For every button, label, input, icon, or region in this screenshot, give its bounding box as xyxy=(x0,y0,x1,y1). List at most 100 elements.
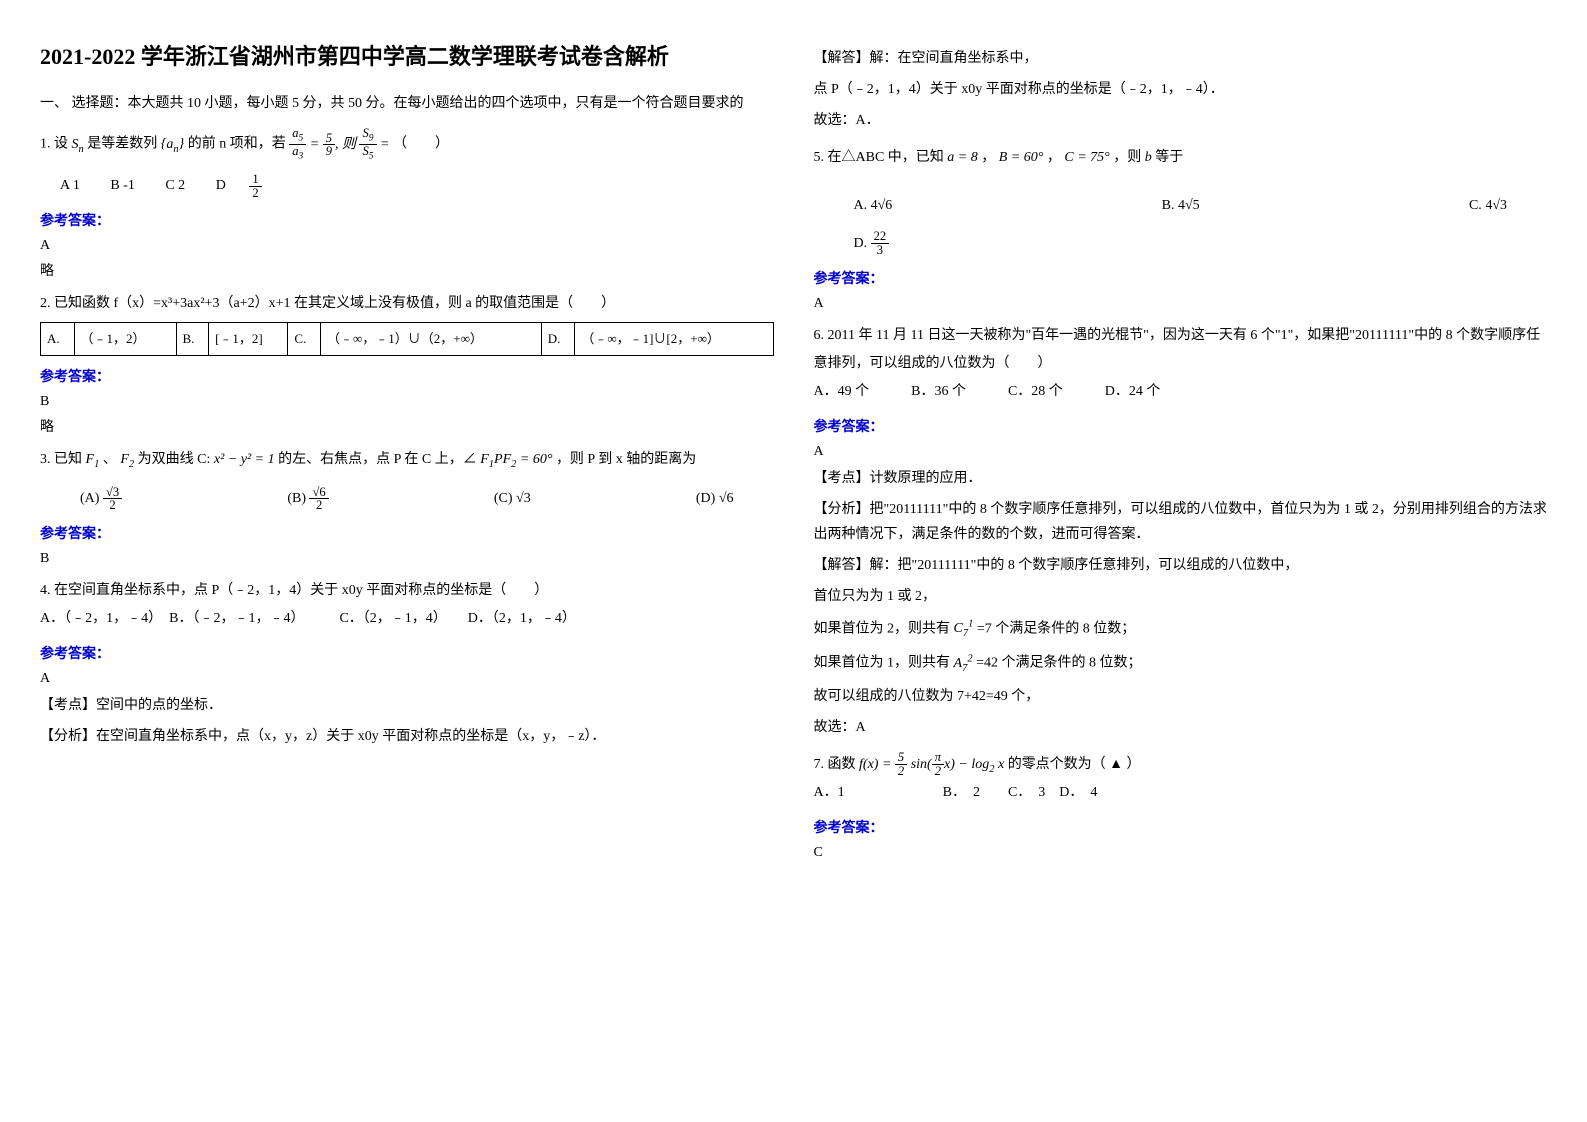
q6-text: 6. 2011 年 11 月 11 日这一天被称为"百年一遇的光棍节"，因为这一… xyxy=(814,322,1548,378)
q5-opt-d: D. 223 xyxy=(854,230,1548,258)
q4-answer: A xyxy=(40,671,774,687)
q3-f2: F2 xyxy=(120,452,134,467)
q5-mid1: ， xyxy=(981,150,995,165)
q6-jieda4: 如果首位为 1，则共有 A72 =42 个满足条件的 8 位数； xyxy=(814,650,1548,678)
q3-mid3: 的左、右焦点，点 P 在 C 上，∠ xyxy=(278,452,477,467)
q6-answer: A xyxy=(814,444,1548,460)
q3-end: ，则 P 到 x 轴的距离为 xyxy=(556,452,696,467)
q6-jieda1: 【解答】解：把"20111111"中的 8 个数字顺序任意排列，可以组成的八位数… xyxy=(814,553,1548,578)
q6-jieda5: 故可以组成的八位数为 7+42=49 个， xyxy=(814,684,1548,709)
q4-answer-label: 参考答案： xyxy=(40,643,774,663)
q1-answer: A xyxy=(40,238,774,254)
q4-opts: A．（﹣2，1，﹣4） B．（﹣2，﹣1，﹣4） C．（2，﹣1，4） D．（2… xyxy=(40,605,774,633)
q1-answer-label: 参考答案： xyxy=(40,210,774,230)
q5-b: B = 60° xyxy=(999,150,1044,165)
question-6: 6. 2011 年 11 月 11 日这一天被称为"百年一遇的光棍节"，因为这一… xyxy=(814,322,1548,406)
q5-opt-a: A. 4√6 xyxy=(854,192,893,220)
q6-fenxi: 【分析】把"20111111"中的 8 个数字顺序任意排列，可以组成的八位数中，… xyxy=(814,497,1548,547)
q2-text: 2. 已知函数 f（x）=x³+3ax²+3（a+2）x+1 在其定义域上没有极… xyxy=(40,290,774,318)
q2-opt-c-label: C. xyxy=(288,323,321,356)
q3-angle: F1PF2 = 60° xyxy=(480,452,552,467)
q5-options-row1: A. 4√6 B. 4√5 C. 4√3 xyxy=(854,192,1508,220)
q5-pre: 5. 在△ABC 中，已知 xyxy=(814,150,944,165)
q1-opt-c: C 2 xyxy=(165,178,185,193)
q1-end: （ ） xyxy=(393,137,449,152)
q3-f1: F1 xyxy=(86,452,100,467)
question-7: 7. 函数 f(x) = 52 sin(π2x) − log2 x 的零点个数为… xyxy=(814,751,1548,808)
question-3: 3. 已知 F1 、 F2 为双曲线 C: x² − y² = 1 的左、右焦点… xyxy=(40,446,774,513)
q4-jieda3: 故选：A． xyxy=(814,108,1548,133)
q1-f2: {an} xyxy=(161,137,184,152)
q1-f1: Sn xyxy=(72,137,84,152)
q2-opt-b-label: B. xyxy=(176,323,209,356)
q4-jieda2: 点 P（﹣2，1，4）关于 x0y 平面对称点的坐标是（﹣2，1，﹣4）． xyxy=(814,77,1548,102)
q6-comb1: C71 xyxy=(954,621,974,636)
q3-eq: x² − y² = 1 xyxy=(214,452,275,467)
q1-opt-a: A 1 xyxy=(60,178,80,193)
q7-post: 的零点个数为（ ▲ ） xyxy=(1008,757,1141,772)
q3-mid2: 为双曲线 C: xyxy=(138,452,211,467)
q7-answer-label: 参考答案： xyxy=(814,817,1548,837)
q3-answer-label: 参考答案： xyxy=(40,523,774,543)
q3-answer: B xyxy=(40,551,774,567)
q4-kaodian: 【考点】空间中的点的坐标． xyxy=(40,693,774,718)
q2-brief: 略 xyxy=(40,416,774,436)
q6-jieda3: 如果首位为 2，则共有 C71 =7 个满足条件的 8 位数； xyxy=(814,616,1548,644)
q4-text: 4. 在空间直角坐标系中，点 P（﹣2，1，4）关于 x0y 平面对称点的坐标是… xyxy=(40,577,774,605)
q2-opt-d: （﹣∞，﹣1]∪[2，+∞） xyxy=(575,323,773,356)
q7-pre: 7. 函数 xyxy=(814,757,856,772)
q1-brief: 略 xyxy=(40,260,774,280)
q1-opt-d-frac: 12 xyxy=(249,173,281,199)
table-row: A. （﹣1，2） B. [﹣1，2] C. （﹣∞，﹣1）∪（2，+∞） D.… xyxy=(41,323,774,356)
q5-answer-label: 参考答案： xyxy=(814,268,1548,288)
q6-answer-label: 参考答案： xyxy=(814,416,1548,436)
q2-answer: B xyxy=(40,394,774,410)
question-1: 1. 设 Sn 是等差数列 {an} 的前 n 项和，若 a5a3 = 59, … xyxy=(40,127,774,200)
q5-opt-c: C. 4√3 xyxy=(1469,192,1507,220)
q2-options-table: A. （﹣1，2） B. [﹣1，2] C. （﹣∞，﹣1）∪（2，+∞） D.… xyxy=(40,322,774,356)
question-4: 4. 在空间直角坐标系中，点 P（﹣2，1，4）关于 x0y 平面对称点的坐标是… xyxy=(40,577,774,633)
q5-answer: A xyxy=(814,296,1548,312)
q5-end: 等于 xyxy=(1155,150,1183,165)
q6-jieda2: 首位只为为 1 或 2， xyxy=(814,584,1548,609)
q2-opt-b: [﹣1，2] xyxy=(209,323,288,356)
q1-opt-d-pre: D xyxy=(216,178,230,193)
q2-opt-d-label: D. xyxy=(541,323,575,356)
q4-fenxi: 【分析】在空间直角坐标系中，点（x，y，z）关于 x0y 平面对称点的坐标是（x… xyxy=(40,724,774,749)
q7-opts: A．1 B． 2 C． 3 D． 4 xyxy=(814,779,1548,807)
q1-opt-b: B -1 xyxy=(110,178,135,193)
q5-a: a = 8 xyxy=(947,150,977,165)
q2-answer-label: 参考答案： xyxy=(40,366,774,386)
q6-opts: A．49 个 B．36 个 C．28 个 D．24 个 xyxy=(814,378,1548,406)
q3-opt-c: (C) √3 xyxy=(494,485,531,513)
q1-mid1: 是等差数列 xyxy=(87,137,157,152)
q6-comb2: A72 xyxy=(954,656,973,671)
q5-opt-b: B. 4√5 xyxy=(1162,192,1200,220)
exam-title: 2021-2022 学年浙江省湖州市第四中学高二数学理联考试卷含解析 xyxy=(40,40,774,73)
q6-kaodian: 【考点】计数原理的应用． xyxy=(814,466,1548,491)
q2-opt-a-label: A. xyxy=(41,323,75,356)
q4-jieda1: 【解答】解：在空间直角坐标系中， xyxy=(814,46,1548,71)
q5-c: C = 75° xyxy=(1064,150,1109,165)
q3-options: (A) √32 (B) √62 (C) √3 (D) √6 xyxy=(80,485,734,513)
q5-bvar: b xyxy=(1145,150,1152,165)
q3-opt-a: (A) √32 xyxy=(80,485,122,513)
q2-opt-a: （﹣1，2） xyxy=(74,323,176,356)
q3-mid1: 、 xyxy=(103,452,117,467)
q1-frac: a5a3 = 59, 则 S9S5 = xyxy=(289,137,393,152)
q7-formula: f(x) = 52 sin(π2x) − log2 x xyxy=(859,757,1008,772)
q3-pre: 3. 已知 xyxy=(40,452,82,467)
q6-jieda6: 故选：A xyxy=(814,715,1548,740)
q7-answer: C xyxy=(814,845,1548,861)
question-5: 5. 在△ABC 中，已知 a = 8 ， B = 60° ， C = 75° … xyxy=(814,144,1548,258)
q2-opt-c: （﹣∞，﹣1）∪（2，+∞） xyxy=(321,323,542,356)
q5-mid2: ， xyxy=(1047,150,1061,165)
right-column: 【解答】解：在空间直角坐标系中， 点 P（﹣2，1，4）关于 x0y 平面对称点… xyxy=(814,40,1548,867)
q3-opt-d: (D) √6 xyxy=(696,485,734,513)
section-1-header: 一、 选择题：本大题共 10 小题，每小题 5 分，共 50 分。在每小题给出的… xyxy=(40,93,774,115)
q1-mid2: 的前 n 项和，若 xyxy=(188,137,286,152)
q5-mid3: ，则 xyxy=(1113,150,1141,165)
question-2: 2. 已知函数 f（x）=x³+3ax²+3（a+2）x+1 在其定义域上没有极… xyxy=(40,290,774,356)
left-column: 2021-2022 学年浙江省湖州市第四中学高二数学理联考试卷含解析 一、 选择… xyxy=(40,40,774,867)
q3-opt-b: (B) √62 xyxy=(287,485,328,513)
